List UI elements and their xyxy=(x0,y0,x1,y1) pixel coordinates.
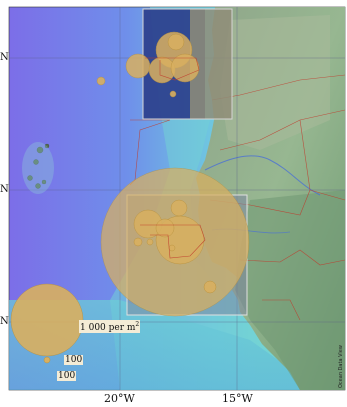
lon-label-1: 20°W xyxy=(104,392,135,405)
legend-label-small-1: 100 xyxy=(64,355,84,365)
land-desert xyxy=(220,15,330,150)
island-5 xyxy=(41,179,47,185)
river-senegal xyxy=(204,155,321,196)
island-2 xyxy=(44,143,50,149)
lat-label-3: N xyxy=(0,316,9,327)
circle-s8 xyxy=(203,280,217,294)
circle-n5 xyxy=(167,33,185,51)
lon-label-2: 15°W xyxy=(222,392,253,405)
border-sierra xyxy=(262,299,301,321)
credit-text: Ocean Data View xyxy=(338,345,344,388)
island-6 xyxy=(35,183,41,189)
lat-label-1: N xyxy=(0,52,9,63)
legend-label-small-2: 100 xyxy=(57,371,77,381)
legend-label-large: 1 000 per m2 xyxy=(79,320,141,333)
border-guinea xyxy=(239,249,346,266)
circle-n6 xyxy=(169,90,177,98)
circle-n4 xyxy=(170,53,200,83)
circle-s6 xyxy=(146,238,154,246)
circle-n7 xyxy=(96,76,106,86)
circle-s4 xyxy=(170,199,188,217)
circle-n2 xyxy=(125,53,151,79)
legend-circle-large xyxy=(10,283,84,357)
circle-s3 xyxy=(155,218,175,238)
track-north xyxy=(145,57,200,81)
island-3 xyxy=(33,159,39,165)
track-south xyxy=(140,224,206,259)
island-shelf xyxy=(22,142,54,194)
island-1 xyxy=(36,146,44,154)
legend-circle-small xyxy=(43,356,51,364)
lat-label-2: N xyxy=(0,184,9,195)
island-4 xyxy=(27,175,33,181)
border-mauritania xyxy=(219,109,346,151)
circle-s7 xyxy=(168,244,176,252)
circle-s5 xyxy=(133,237,143,247)
land-south-dark xyxy=(235,190,345,390)
